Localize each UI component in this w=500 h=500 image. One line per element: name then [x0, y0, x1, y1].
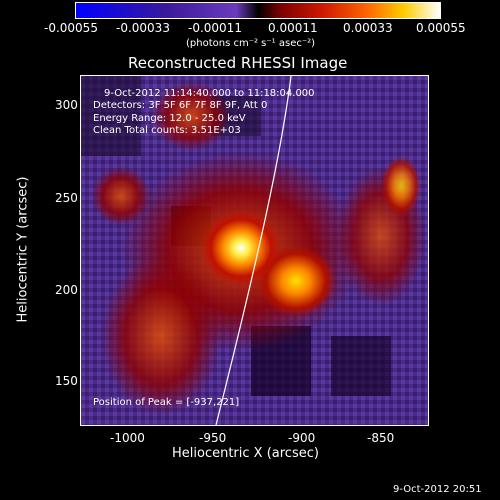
y-tick-label: 250: [55, 191, 78, 205]
y-tick-label: 150: [55, 374, 78, 388]
x-tick-label: -850: [367, 431, 395, 445]
solar-limb-line: [215, 76, 292, 425]
rhessi-image: [81, 76, 428, 425]
colorbar-tick: -0.00011: [188, 21, 242, 35]
colorbar-tick: -0.00055: [44, 21, 98, 35]
energy-range-label: Energy Range: 12.0 - 25.0 keV: [93, 113, 246, 124]
colorbar-tick: 0.00055: [416, 21, 466, 35]
image-title: Reconstructed RHESSI Image: [128, 54, 348, 72]
x-tick-label: -950: [199, 431, 227, 445]
colorbar-unit-label: (photons cm⁻² s⁻¹ asec⁻²): [186, 38, 316, 49]
colorbar-tick: 0.00033: [343, 21, 393, 35]
clean-counts-label: Clean Total counts: 3.51E+03: [93, 125, 241, 136]
y-axis-label: Heliocentric Y (arcsec): [15, 176, 31, 323]
y-tick-label: 200: [55, 283, 78, 297]
x-tick-label: -900: [288, 431, 316, 445]
y-tick-label: 300: [55, 98, 78, 112]
colorbar-tick: 0.00011: [268, 21, 318, 35]
x-tick-label: -1000: [110, 431, 145, 445]
peak-position-label: Position of Peak = [-937,221]: [93, 397, 240, 408]
detectors-label: Detectors: 3F 5F 6F 7F 8F 9F, Att 0: [93, 100, 268, 111]
time-range-label: 9-Oct-2012 11:14:40.000 to 11:18:04.000: [104, 88, 315, 99]
image-plot: [80, 75, 429, 426]
footer-timestamp: 9-Oct-2012 20:51: [393, 484, 482, 495]
colorbar: [75, 2, 441, 19]
x-axis-label: Heliocentric X (arcsec): [172, 446, 319, 461]
colorbar-tick: -0.00033: [116, 21, 170, 35]
